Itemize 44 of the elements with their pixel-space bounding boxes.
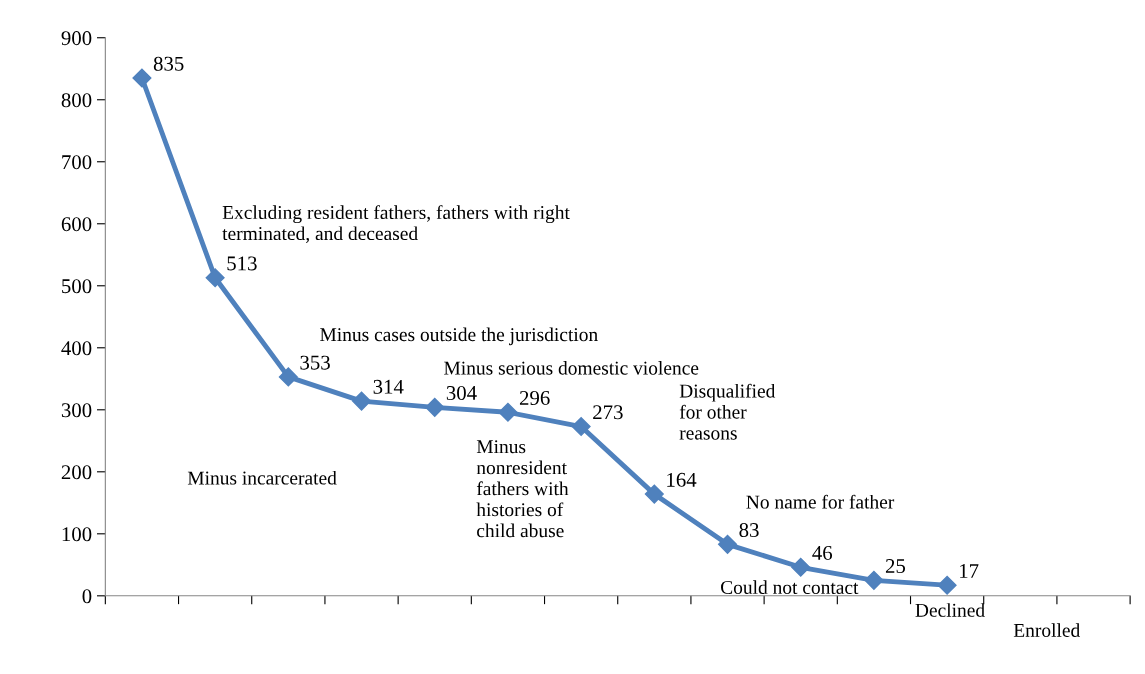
point bbox=[791, 557, 811, 577]
point bbox=[937, 575, 957, 595]
y-tick-label: 700 bbox=[62, 155, 92, 170]
data-label: 25 bbox=[885, 559, 906, 574]
y-tick-label: 0 bbox=[82, 589, 92, 604]
point bbox=[571, 417, 591, 437]
data-label: 835 bbox=[153, 56, 184, 71]
data-label: 353 bbox=[300, 355, 330, 370]
y-tick-label: 900 bbox=[61, 31, 92, 46]
point bbox=[864, 570, 884, 590]
point bbox=[644, 484, 664, 504]
y-tick-label: 100 bbox=[62, 527, 92, 542]
data-label: 304 bbox=[446, 385, 477, 401]
point bbox=[717, 534, 738, 554]
y-tick-label: 400 bbox=[61, 341, 92, 356]
y-tick-label: 200 bbox=[61, 465, 92, 480]
text: Enrolled bbox=[1013, 623, 1081, 637]
point bbox=[132, 68, 152, 88]
annotation: Minus nonresident fathers with histories of child abuse bbox=[476, 440, 569, 538]
annotation: No name for father bbox=[746, 494, 895, 509]
y-tick-label: 500 bbox=[62, 279, 92, 294]
point bbox=[425, 397, 445, 417]
point bbox=[205, 268, 225, 288]
point bbox=[278, 367, 298, 387]
data-label: 314 bbox=[373, 379, 404, 394]
annotation: Minus serious domestic violence bbox=[444, 360, 699, 375]
data-label: 296 bbox=[519, 390, 550, 405]
data-label: 83 bbox=[739, 523, 759, 538]
data-label: 164 bbox=[667, 472, 697, 487]
data-label: 273 bbox=[593, 405, 623, 420]
y-tick-label: 600 bbox=[61, 217, 92, 232]
data-label: 17 bbox=[960, 564, 979, 578]
annotation: Minus cases outside the jurisdiction bbox=[320, 327, 598, 346]
y-tick-label: 800 bbox=[61, 93, 92, 108]
y-tick-label: 300 bbox=[61, 403, 92, 418]
point bbox=[351, 391, 372, 411]
annotation: Disqualified for other reasons bbox=[679, 383, 776, 440]
point bbox=[498, 402, 518, 422]
annotation: Excluding resident fathers, fathers with right terminated, and deceased bbox=[222, 205, 570, 243]
annotation: Minus incarcerated bbox=[187, 470, 337, 485]
annotation: Could not contact bbox=[721, 580, 859, 594]
data-label: 513 bbox=[227, 256, 257, 271]
text: Declined bbox=[915, 603, 985, 617]
data-label: 46 bbox=[812, 546, 833, 561]
